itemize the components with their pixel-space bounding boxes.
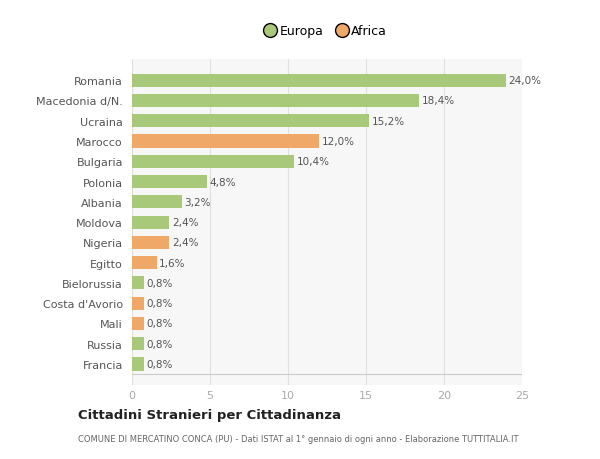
Bar — [132, 176, 207, 189]
Bar — [132, 135, 319, 148]
Bar — [132, 257, 157, 269]
Text: 12,0%: 12,0% — [322, 137, 355, 147]
Legend: Europa, Africa: Europa, Africa — [262, 20, 392, 43]
Text: COMUNE DI MERCATINO CONCA (PU) - Dati ISTAT al 1° gennaio di ogni anno - Elabora: COMUNE DI MERCATINO CONCA (PU) - Dati IS… — [78, 434, 518, 442]
Bar — [132, 156, 294, 168]
Text: 18,4%: 18,4% — [421, 96, 455, 106]
Text: 0,8%: 0,8% — [147, 359, 173, 369]
Bar — [132, 115, 369, 128]
Text: 4,8%: 4,8% — [209, 177, 236, 187]
Text: Cittadini Stranieri per Cittadinanza: Cittadini Stranieri per Cittadinanza — [78, 408, 341, 421]
Text: 3,2%: 3,2% — [184, 197, 211, 207]
Bar — [132, 95, 419, 108]
Bar — [132, 277, 145, 290]
Bar — [132, 236, 169, 249]
Bar — [132, 196, 182, 209]
Text: 0,8%: 0,8% — [147, 319, 173, 329]
Text: 1,6%: 1,6% — [160, 258, 186, 268]
Text: 0,8%: 0,8% — [147, 339, 173, 349]
Bar — [132, 358, 145, 371]
Bar — [132, 216, 169, 229]
Text: 10,4%: 10,4% — [296, 157, 329, 167]
Bar — [132, 337, 145, 351]
Text: 2,4%: 2,4% — [172, 238, 198, 248]
Text: 0,8%: 0,8% — [147, 278, 173, 288]
Text: 2,4%: 2,4% — [172, 218, 198, 228]
Bar — [132, 74, 506, 88]
Text: 15,2%: 15,2% — [371, 117, 404, 127]
Text: 0,8%: 0,8% — [147, 298, 173, 308]
Bar — [132, 317, 145, 330]
Bar — [132, 297, 145, 310]
Text: 24,0%: 24,0% — [509, 76, 542, 86]
